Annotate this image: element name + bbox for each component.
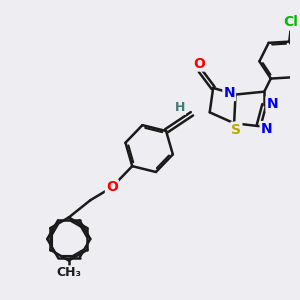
Text: Cl: Cl	[283, 15, 298, 29]
Text: CH₃: CH₃	[56, 266, 81, 279]
Text: N: N	[224, 86, 235, 100]
Text: S: S	[231, 123, 242, 136]
Text: N: N	[266, 97, 278, 111]
Text: O: O	[193, 56, 205, 70]
Text: H: H	[175, 101, 185, 114]
Text: N: N	[261, 122, 272, 136]
Text: O: O	[106, 180, 118, 194]
